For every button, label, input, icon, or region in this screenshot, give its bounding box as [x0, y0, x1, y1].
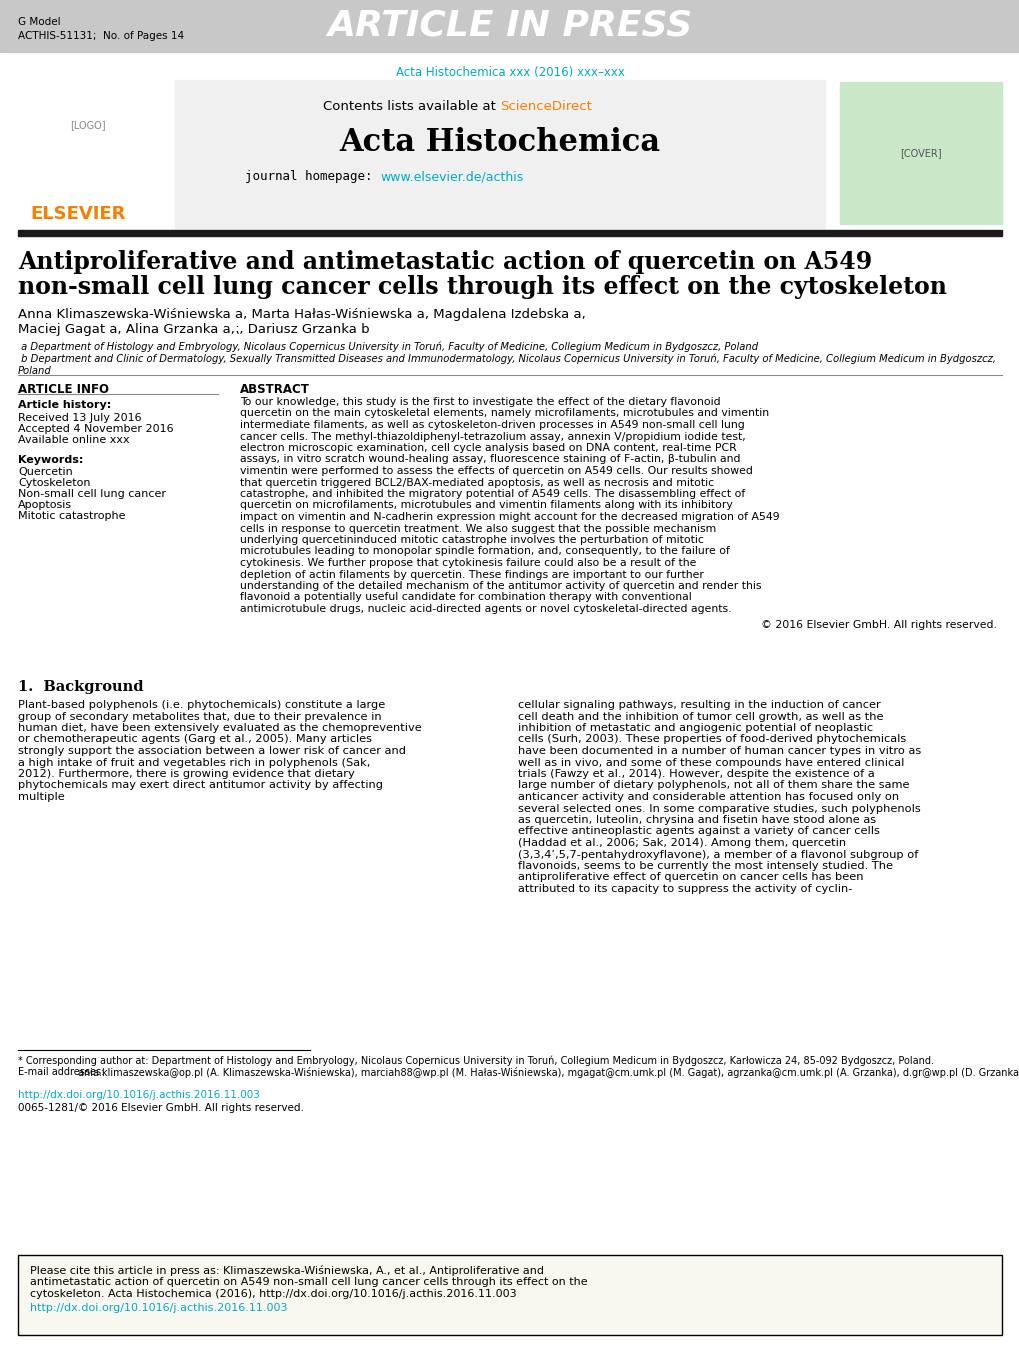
Text: cancer cells. The methyl-thiazoldiphenyl-tetrazolium assay, annexin V/propidium : cancer cells. The methyl-thiazoldiphenyl…: [239, 431, 745, 442]
Bar: [18, 88, 158, 193]
Text: a high intake of fruit and vegetables rich in polyphenols (Sak,: a high intake of fruit and vegetables ri…: [18, 758, 370, 767]
Text: as quercetin, luteolin, chrysina and fisetin have stood alone as: as quercetin, luteolin, chrysina and fis…: [518, 815, 875, 825]
Text: (3,3,4’,5,7-pentahydroxyflavone), a member of a flavonol subgroup of: (3,3,4’,5,7-pentahydroxyflavone), a memb…: [518, 850, 917, 859]
Text: ScienceDirect: ScienceDirect: [499, 100, 591, 113]
Text: E-mail addresses:: E-mail addresses:: [18, 1067, 107, 1077]
Text: cells (Surh, 2003). These properties of food-derived phytochemicals: cells (Surh, 2003). These properties of …: [518, 735, 905, 744]
Text: or chemotherapeutic agents (Garg et al., 2005). Many articles: or chemotherapeutic agents (Garg et al.,…: [18, 735, 372, 744]
Text: large number of dietary polyphenols, not all of them share the same: large number of dietary polyphenols, not…: [518, 781, 909, 790]
Text: http://dx.doi.org/10.1016/j.acthis.2016.11.003: http://dx.doi.org/10.1016/j.acthis.2016.…: [30, 1302, 287, 1313]
Text: Acta Histochemica xxx (2016) xxx–xxx: Acta Histochemica xxx (2016) xxx–xxx: [395, 66, 624, 78]
Text: Keywords:: Keywords:: [18, 455, 84, 465]
Text: ARTICLE INFO: ARTICLE INFO: [18, 382, 109, 396]
Text: antimicrotubule drugs, nucleic acid-directed agents or novel cytoskeletal-direct: antimicrotubule drugs, nucleic acid-dire…: [239, 604, 731, 613]
Text: Antiproliferative and antimetastatic action of quercetin on A549: Antiproliferative and antimetastatic act…: [18, 250, 871, 274]
Text: inhibition of metastatic and angiogenic potential of neoplastic: inhibition of metastatic and angiogenic …: [518, 723, 872, 734]
Text: impact on vimentin and N-cadherin expression might account for the decreased mig: impact on vimentin and N-cadherin expres…: [239, 512, 779, 521]
Text: www.elsevier.de/acthis: www.elsevier.de/acthis: [380, 170, 523, 182]
Text: cytoskeleton. Acta Histochemica (2016), http://dx.doi.org/10.1016/j.acthis.2016.: cytoskeleton. Acta Histochemica (2016), …: [30, 1289, 516, 1300]
Text: flavonoids, seems to be currently the most intensely studied. The: flavonoids, seems to be currently the mo…: [518, 861, 892, 871]
Text: Please cite this article in press as: Klimaszewska-Wiśniewska, A., et al., Antip: Please cite this article in press as: Kl…: [30, 1265, 543, 1275]
Text: ania.klimaszewska@op.pl (A. Klimaszewska-Wiśniewska), marciah88@wp.pl (M. Hałas-: ania.klimaszewska@op.pl (A. Klimaszewska…: [77, 1067, 1019, 1078]
Bar: [0, 0, 1019, 51]
Text: 2012). Furthermore, there is growing evidence that dietary: 2012). Furthermore, there is growing evi…: [18, 769, 355, 780]
Text: (Haddad et al., 2006; Sak, 2014). Among them, quercetin: (Haddad et al., 2006; Sak, 2014). Among …: [518, 838, 846, 848]
Text: 1.  Background: 1. Background: [18, 680, 144, 694]
Text: electron microscopic examination, cell cycle analysis based on DNA content, real: electron microscopic examination, cell c…: [239, 443, 736, 453]
Text: well as in vivo, and some of these compounds have entered clinical: well as in vivo, and some of these compo…: [518, 758, 904, 767]
Text: Contents lists available at: Contents lists available at: [323, 100, 499, 113]
Text: intermediate filaments, as well as cytoskeleton-driven processes in A549 non-sma: intermediate filaments, as well as cytos…: [239, 420, 744, 430]
Bar: [175, 80, 824, 228]
Text: b Department and Clinic of Dermatology, Sexually Transmitted Diseases and Immuno: b Department and Clinic of Dermatology, …: [18, 354, 995, 376]
Text: ELSEVIER: ELSEVIER: [30, 205, 125, 223]
Text: Non-small cell lung cancer: Non-small cell lung cancer: [18, 489, 166, 499]
Text: Cytoskeleton: Cytoskeleton: [18, 478, 91, 488]
Text: that quercetin triggered BCL2/BAX-mediated apoptosis, as well as necrosis and mi: that quercetin triggered BCL2/BAX-mediat…: [239, 477, 713, 488]
Text: effective antineoplastic agents against a variety of cancer cells: effective antineoplastic agents against …: [518, 827, 879, 836]
Text: ACTHIS-51131;  No. of Pages 14: ACTHIS-51131; No. of Pages 14: [18, 31, 184, 41]
Text: assays, in vitro scratch wound-healing assay, fluorescence staining of F-actin, : assays, in vitro scratch wound-healing a…: [239, 454, 740, 465]
Text: Acta Histochemica: Acta Histochemica: [339, 127, 660, 158]
Text: journal homepage:: journal homepage:: [245, 170, 380, 182]
Text: Accepted 4 November 2016: Accepted 4 November 2016: [18, 424, 173, 434]
Text: Plant-based polyphenols (i.e. phytochemicals) constitute a large: Plant-based polyphenols (i.e. phytochemi…: [18, 700, 385, 711]
Text: [LOGO]: [LOGO]: [70, 120, 106, 130]
FancyBboxPatch shape: [18, 1255, 1001, 1335]
Text: multiple: multiple: [18, 792, 64, 802]
Text: depletion of actin filaments by quercetin. These findings are important to our f: depletion of actin filaments by querceti…: [239, 570, 703, 580]
Text: human diet, have been extensively evaluated as the chemopreventive: human diet, have been extensively evalua…: [18, 723, 421, 734]
Text: antimetastatic action of quercetin on A549 non-small cell lung cancer cells thro: antimetastatic action of quercetin on A5…: [30, 1277, 587, 1288]
Text: anticancer activity and considerable attention has focused only on: anticancer activity and considerable att…: [518, 792, 898, 802]
Text: strongly support the association between a lower risk of cancer and: strongly support the association between…: [18, 746, 406, 757]
Text: a Department of Histology and Embryology, Nicolaus Copernicus University in Toru: a Department of Histology and Embryology…: [18, 342, 757, 353]
Text: antiproliferative effect of quercetin on cancer cells has been: antiproliferative effect of quercetin on…: [518, 873, 863, 882]
Text: cells in response to quercetin treatment. We also suggest that the possible mech: cells in response to quercetin treatment…: [239, 523, 715, 534]
Text: vimentin were performed to assess the effects of quercetin on A549 cells. Our re: vimentin were performed to assess the ef…: [239, 466, 752, 476]
Text: To our knowledge, this study is the first to investigate the effect of the dieta: To our knowledge, this study is the firs…: [239, 397, 719, 407]
Text: Mitotic catastrophe: Mitotic catastrophe: [18, 511, 125, 521]
Text: Maciej Gagat a, Alina Grzanka a,⁏, Dariusz Grzanka b: Maciej Gagat a, Alina Grzanka a,⁏, Dariu…: [18, 323, 369, 336]
Text: [COVER]: [COVER]: [900, 149, 941, 158]
Text: underlying quercetininduced mitotic catastrophe involves the perturbation of mit: underlying quercetininduced mitotic cata…: [239, 535, 703, 544]
Text: cellular signaling pathways, resulting in the induction of cancer: cellular signaling pathways, resulting i…: [518, 700, 879, 711]
Text: * Corresponding author at: Department of Histology and Embryology, Nicolaus Cope: * Corresponding author at: Department of…: [18, 1055, 933, 1066]
Text: Available online xxx: Available online xxx: [18, 435, 129, 444]
Text: Quercetin: Quercetin: [18, 467, 72, 477]
Text: attributed to its capacity to suppress the activity of cyclin-: attributed to its capacity to suppress t…: [518, 884, 852, 894]
Text: non-small cell lung cancer cells through its effect on the cytoskeleton: non-small cell lung cancer cells through…: [18, 276, 946, 299]
Text: ABSTRACT: ABSTRACT: [239, 382, 310, 396]
Text: Anna Klimaszewska-Wiśniewska a, Marta Hałas-Wiśniewska a, Magdalena Izdebska a,: Anna Klimaszewska-Wiśniewska a, Marta Ha…: [18, 308, 585, 322]
Text: several selected ones. In some comparative studies, such polyphenols: several selected ones. In some comparati…: [518, 804, 920, 813]
Text: trials (Fawzy et al., 2014). However, despite the existence of a: trials (Fawzy et al., 2014). However, de…: [518, 769, 874, 780]
Text: cell death and the inhibition of tumor cell growth, as well as the: cell death and the inhibition of tumor c…: [518, 712, 882, 721]
Text: cytokinesis. We further propose that cytokinesis failure could also be a result : cytokinesis. We further propose that cyt…: [239, 558, 696, 567]
Text: understanding of the detailed mechanism of the antitumor activity of quercetin a: understanding of the detailed mechanism …: [239, 581, 761, 590]
Text: http://dx.doi.org/10.1016/j.acthis.2016.11.003: http://dx.doi.org/10.1016/j.acthis.2016.…: [18, 1090, 260, 1100]
Text: © 2016 Elsevier GmbH. All rights reserved.: © 2016 Elsevier GmbH. All rights reserve…: [760, 620, 996, 630]
Text: quercetin on the main cytoskeletal elements, namely microfilaments, microtubules: quercetin on the main cytoskeletal eleme…: [239, 408, 768, 419]
Text: catastrophe, and inhibited the migratory potential of A549 cells. The disassembl: catastrophe, and inhibited the migratory…: [239, 489, 745, 499]
Bar: [840, 82, 1001, 224]
Text: G Model: G Model: [18, 18, 60, 27]
Text: 0065-1281/© 2016 Elsevier GmbH. All rights reserved.: 0065-1281/© 2016 Elsevier GmbH. All righ…: [18, 1102, 304, 1113]
Text: flavonoid a potentially useful candidate for combination therapy with convention: flavonoid a potentially useful candidate…: [239, 593, 691, 603]
Bar: [18, 230, 1001, 236]
Text: quercetin on microfilaments, microtubules and vimentin filaments along with its : quercetin on microfilaments, microtubule…: [239, 500, 732, 511]
Text: have been documented in a number of human cancer types in vitro as: have been documented in a number of huma…: [518, 746, 920, 757]
Text: Received 13 July 2016: Received 13 July 2016: [18, 413, 142, 423]
Text: ARTICLE IN PRESS: ARTICLE IN PRESS: [327, 9, 692, 43]
Text: phytochemicals may exert direct antitumor activity by affecting: phytochemicals may exert direct antitumo…: [18, 781, 382, 790]
Text: Article history:: Article history:: [18, 400, 111, 409]
Text: group of secondary metabolites that, due to their prevalence in: group of secondary metabolites that, due…: [18, 712, 381, 721]
Text: Apoptosis: Apoptosis: [18, 500, 72, 509]
Text: microtubules leading to monopolar spindle formation, and, consequently, to the f: microtubules leading to monopolar spindl…: [239, 547, 730, 557]
